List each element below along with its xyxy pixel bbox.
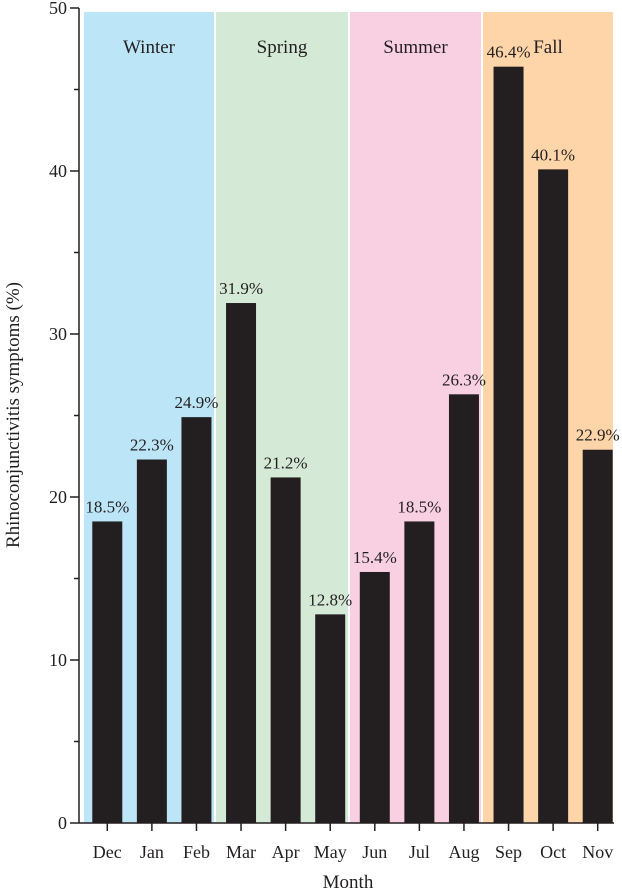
- x-tick-label-dec: Dec: [93, 842, 122, 862]
- y-tick-label: 50: [49, 0, 67, 18]
- value-label-jul: 18.5%: [397, 497, 441, 516]
- bar-may: [315, 614, 346, 823]
- x-tick-label-feb: Feb: [183, 842, 210, 862]
- x-tick-label-may: May: [314, 842, 347, 862]
- bar-jun: [359, 571, 390, 823]
- bar-jan: [136, 459, 167, 823]
- value-label-dec: 18.5%: [85, 497, 129, 516]
- value-label-jan: 22.3%: [130, 436, 174, 455]
- x-tick-label-jan: Jan: [140, 842, 164, 862]
- value-labels: 18.5% 22.3% 24.9% 31.9% 21.2% 12.8% 15.4% 18.5%…: [85, 43, 619, 610]
- y-axis-title: Rhinoconjunctivitis symptoms (%): [3, 282, 24, 548]
- x-tick-label-oct: Oct: [540, 842, 566, 862]
- bar-jul: [404, 521, 435, 823]
- y-tick-label: 40: [49, 161, 67, 181]
- y-tick-label: 30: [49, 324, 67, 344]
- y-tick-label: 20: [49, 487, 67, 507]
- bar-dec: [92, 521, 123, 823]
- value-label-apr: 21.2%: [264, 453, 308, 472]
- bar-nov: [582, 449, 613, 823]
- y-tick-label: 10: [49, 650, 67, 670]
- bar-mar: [226, 303, 257, 823]
- x-tick-label-jun: Jun: [362, 842, 387, 862]
- bars: [92, 66, 613, 824]
- bar-sep: [493, 66, 524, 824]
- x-tick-label-sep: Sep: [495, 842, 522, 862]
- value-label-nov: 22.9%: [576, 426, 620, 445]
- x-tick-label-nov: Nov: [582, 842, 613, 862]
- bar-oct: [538, 169, 569, 823]
- season-label-summer: Summer: [383, 37, 448, 58]
- season-label-winter: Winter: [123, 37, 176, 58]
- y-tick-label: 0: [58, 813, 67, 833]
- x-axis-title: Month: [323, 872, 374, 891]
- axes: 0 10 20 30 40 50 Dec Jan Feb Mar Apr May Jun Jul Aug Se…: [49, 0, 614, 862]
- value-label-oct: 40.1%: [531, 145, 575, 164]
- bar-feb: [181, 417, 212, 823]
- value-label-sep: 46.4%: [487, 43, 531, 62]
- season-label-fall: Fall: [533, 37, 563, 58]
- x-tick-label-apr: Apr: [272, 842, 300, 862]
- value-label-jun: 15.4%: [353, 548, 397, 567]
- value-label-feb: 24.9%: [174, 393, 218, 412]
- value-label-may: 12.8%: [308, 590, 352, 609]
- x-tick-label-mar: Mar: [226, 842, 256, 862]
- value-label-mar: 31.9%: [219, 279, 263, 298]
- bar-aug: [448, 394, 479, 823]
- x-tick-label-jul: Jul: [409, 842, 430, 862]
- season-label-spring: Spring: [257, 37, 308, 58]
- x-tick-label-aug: Aug: [448, 842, 479, 862]
- bar-apr: [270, 477, 301, 823]
- value-label-aug: 26.3%: [442, 370, 486, 389]
